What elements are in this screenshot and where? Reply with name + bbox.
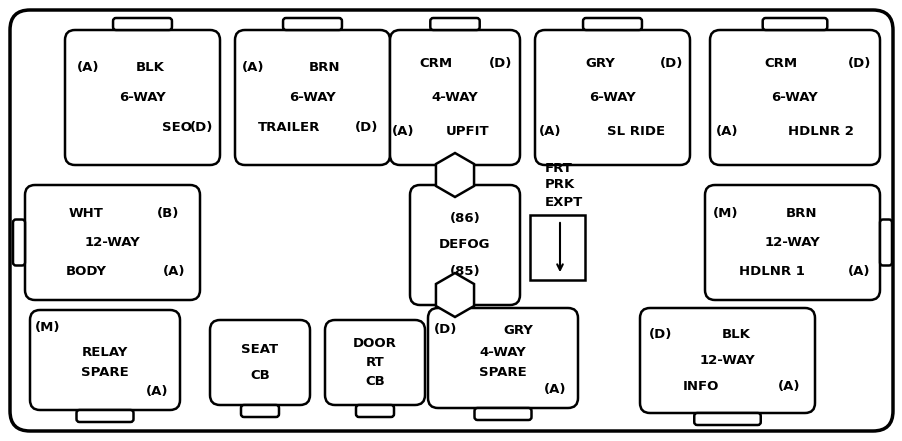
FancyBboxPatch shape bbox=[694, 413, 759, 425]
Text: SPARE: SPARE bbox=[479, 366, 526, 380]
Text: (85): (85) bbox=[449, 265, 480, 278]
FancyBboxPatch shape bbox=[428, 308, 577, 408]
Text: (A): (A) bbox=[847, 265, 870, 278]
Text: TRAILER: TRAILER bbox=[258, 121, 320, 134]
Text: INFO: INFO bbox=[682, 380, 719, 393]
Text: CB: CB bbox=[250, 369, 270, 382]
Text: FRT: FRT bbox=[545, 161, 572, 175]
Text: (86): (86) bbox=[449, 212, 480, 225]
Text: (M): (M) bbox=[713, 207, 738, 220]
Text: BLK: BLK bbox=[135, 61, 164, 74]
Text: GRY: GRY bbox=[502, 324, 532, 336]
Text: 12-WAY: 12-WAY bbox=[85, 236, 140, 249]
Text: CRM: CRM bbox=[764, 57, 797, 70]
Text: RT: RT bbox=[365, 356, 384, 369]
Polygon shape bbox=[436, 153, 474, 197]
Text: HDLNR 2: HDLNR 2 bbox=[787, 125, 852, 138]
Text: CRM: CRM bbox=[419, 57, 452, 70]
FancyBboxPatch shape bbox=[430, 18, 479, 30]
FancyBboxPatch shape bbox=[583, 18, 641, 30]
Text: (A): (A) bbox=[77, 61, 99, 74]
Text: 12-WAY: 12-WAY bbox=[764, 236, 819, 249]
FancyBboxPatch shape bbox=[704, 185, 879, 300]
FancyBboxPatch shape bbox=[77, 410, 133, 422]
Text: (D): (D) bbox=[434, 324, 457, 336]
Text: (A): (A) bbox=[777, 380, 799, 393]
Text: UPFIT: UPFIT bbox=[446, 125, 489, 138]
Text: BRN: BRN bbox=[785, 207, 816, 220]
FancyBboxPatch shape bbox=[282, 18, 342, 30]
FancyBboxPatch shape bbox=[25, 185, 199, 300]
Text: 6-WAY: 6-WAY bbox=[119, 91, 166, 104]
FancyBboxPatch shape bbox=[762, 18, 826, 30]
Text: (D): (D) bbox=[189, 121, 213, 134]
Text: SEAT: SEAT bbox=[241, 343, 278, 356]
Polygon shape bbox=[436, 273, 474, 317]
Text: SPARE: SPARE bbox=[81, 366, 129, 378]
Text: (D): (D) bbox=[659, 57, 682, 70]
FancyBboxPatch shape bbox=[210, 320, 309, 405]
Text: CB: CB bbox=[364, 375, 384, 388]
FancyBboxPatch shape bbox=[410, 185, 520, 305]
Text: SL RIDE: SL RIDE bbox=[606, 125, 664, 138]
Text: (M): (M) bbox=[35, 321, 60, 335]
Text: (B): (B) bbox=[157, 207, 179, 220]
Text: WHT: WHT bbox=[69, 207, 104, 220]
Text: 4-WAY: 4-WAY bbox=[479, 347, 526, 359]
Text: 4-WAY: 4-WAY bbox=[431, 91, 478, 104]
Text: GRY: GRY bbox=[584, 57, 614, 70]
Text: 12-WAY: 12-WAY bbox=[699, 354, 755, 367]
FancyBboxPatch shape bbox=[241, 405, 279, 417]
FancyBboxPatch shape bbox=[30, 310, 179, 410]
FancyBboxPatch shape bbox=[474, 408, 531, 420]
FancyBboxPatch shape bbox=[390, 30, 520, 165]
Bar bbox=[529, 215, 584, 280]
Text: DEFOG: DEFOG bbox=[438, 239, 490, 251]
Text: (D): (D) bbox=[488, 57, 511, 70]
FancyBboxPatch shape bbox=[355, 405, 393, 417]
Text: (A): (A) bbox=[544, 384, 566, 396]
Text: SEO: SEO bbox=[161, 121, 191, 134]
Text: PRK: PRK bbox=[545, 179, 575, 191]
Text: (A): (A) bbox=[391, 125, 414, 138]
FancyBboxPatch shape bbox=[65, 30, 220, 165]
FancyBboxPatch shape bbox=[10, 10, 892, 431]
Text: (A): (A) bbox=[242, 61, 264, 74]
Text: RELAY: RELAY bbox=[82, 345, 128, 359]
Text: (A): (A) bbox=[162, 265, 185, 278]
Text: (D): (D) bbox=[847, 57, 870, 70]
Text: DOOR: DOOR bbox=[353, 337, 397, 350]
Text: (A): (A) bbox=[715, 125, 738, 138]
Text: HDLNR 1: HDLNR 1 bbox=[738, 265, 804, 278]
FancyBboxPatch shape bbox=[534, 30, 689, 165]
FancyBboxPatch shape bbox=[709, 30, 879, 165]
Text: EXPT: EXPT bbox=[545, 195, 583, 209]
Text: (A): (A) bbox=[146, 385, 169, 399]
FancyBboxPatch shape bbox=[113, 18, 171, 30]
Text: BLK: BLK bbox=[721, 328, 750, 341]
FancyBboxPatch shape bbox=[325, 320, 425, 405]
FancyBboxPatch shape bbox=[13, 220, 25, 265]
Text: BODY: BODY bbox=[66, 265, 106, 278]
FancyBboxPatch shape bbox=[640, 308, 815, 413]
Text: 6-WAY: 6-WAY bbox=[771, 91, 817, 104]
Text: (D): (D) bbox=[649, 328, 672, 341]
Text: BRN: BRN bbox=[308, 61, 340, 74]
FancyBboxPatch shape bbox=[879, 220, 891, 265]
FancyBboxPatch shape bbox=[235, 30, 390, 165]
Text: 6-WAY: 6-WAY bbox=[289, 91, 336, 104]
Text: (A): (A) bbox=[538, 125, 561, 138]
Text: (D): (D) bbox=[354, 121, 378, 134]
Text: 6-WAY: 6-WAY bbox=[588, 91, 635, 104]
